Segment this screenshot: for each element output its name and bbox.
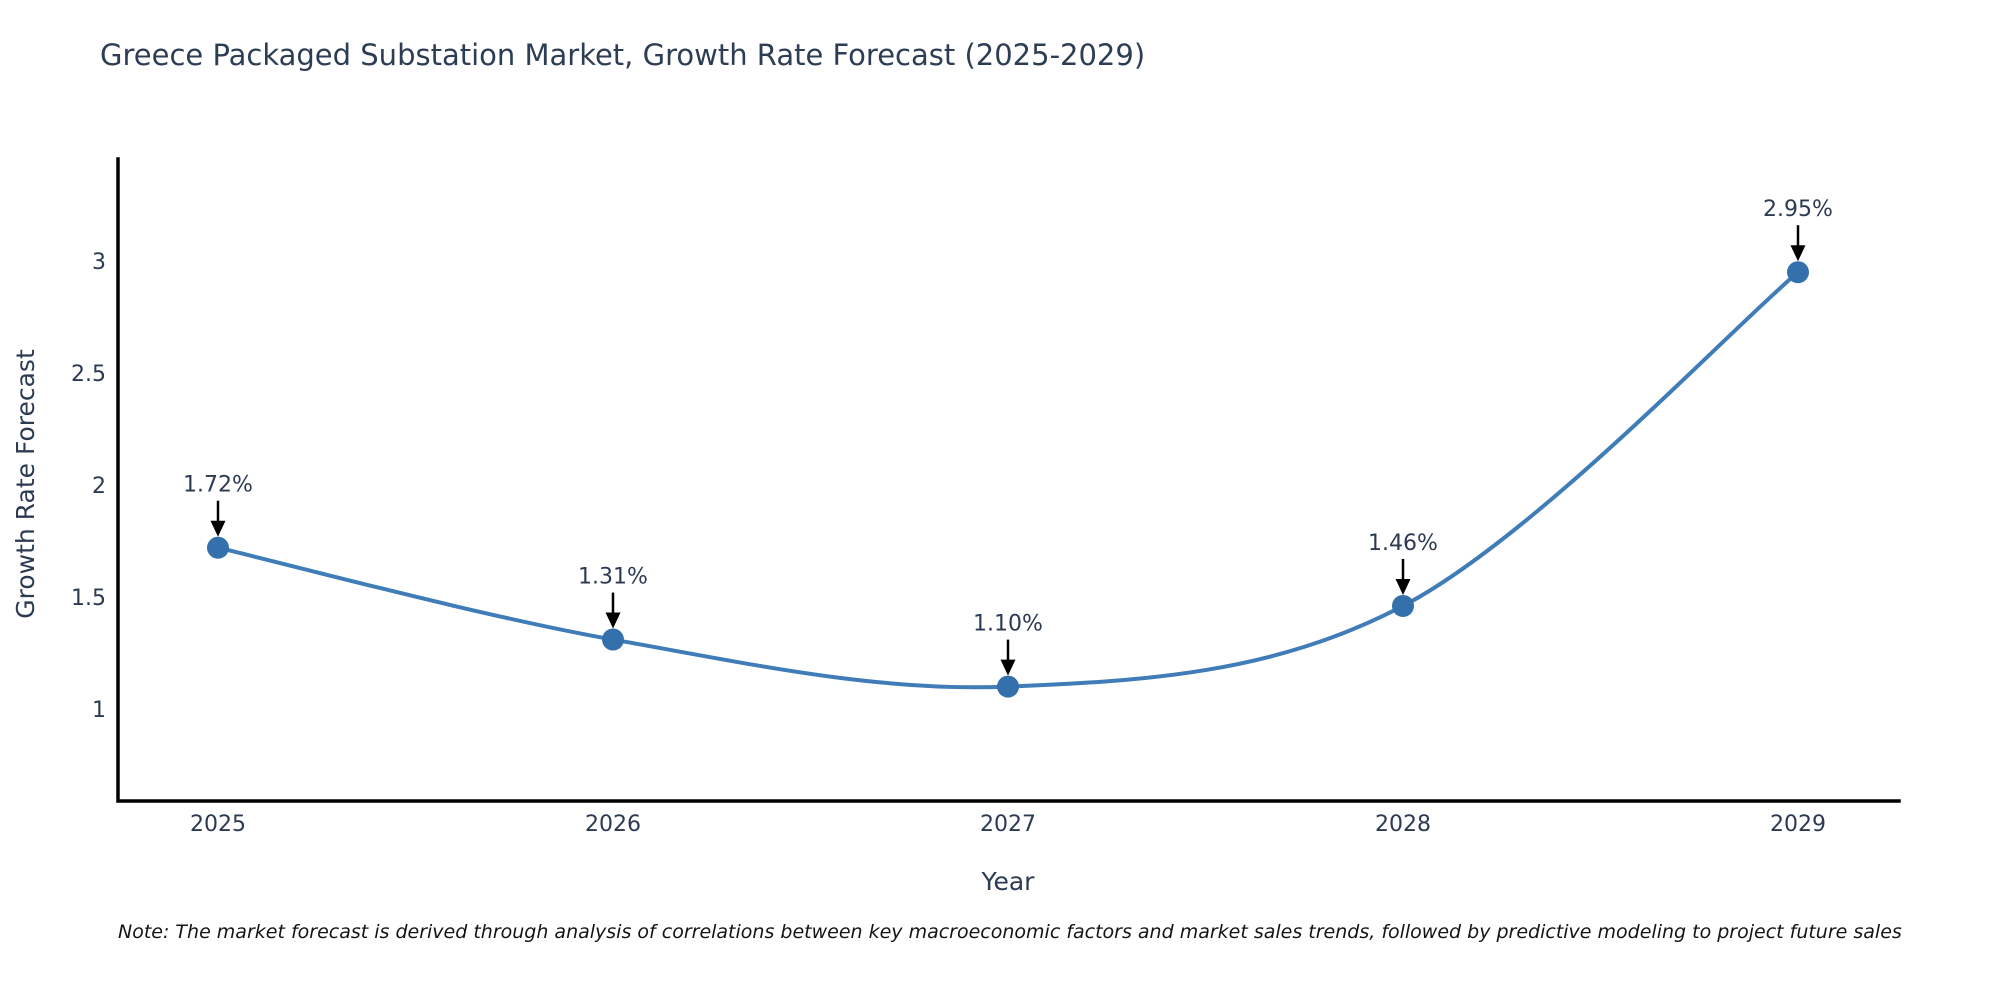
x-tick-label: 2028 [1375,812,1431,837]
x-axis-title: Year [981,867,1036,896]
y-tick-label: 1 [92,698,106,723]
y-axis-tick-labels: 1 1.5 2 2.5 3 [71,250,106,723]
data-point-marker [207,536,229,559]
x-tick-label: 2029 [1770,812,1826,837]
x-tick-label: 2026 [585,812,641,837]
annotation-arrowhead [210,520,226,537]
x-tick-label: 2027 [980,812,1036,837]
data-point-label: 2.95% [1763,197,1833,222]
annotation-arrowhead [605,612,621,629]
data-point-marker [1392,594,1414,617]
footnote: Note: The market forecast is derived thr… [118,921,1902,943]
data-point-label: 1.72% [183,473,253,498]
data-point-label: 1.10% [973,612,1043,637]
line-series [207,261,1809,698]
y-tick-label: 2 [92,474,106,499]
x-tick-label: 2025 [190,812,246,837]
y-tick-label: 2.5 [71,362,106,387]
chart-title: Greece Packaged Substation Market, Growt… [100,38,1146,72]
data-point-marker [602,628,624,651]
data-point-marker [1787,261,1809,284]
y-tick-label: 3 [92,250,106,275]
annotation-arrowhead [1000,659,1016,676]
data-point-label: 1.31% [578,565,648,590]
annotation-arrowhead [1790,245,1806,262]
data-point-marker [997,675,1019,698]
annotation-arrowhead [1395,578,1411,595]
data-point-label: 1.46% [1368,531,1438,556]
x-axis-tick-labels: 2025 2026 2027 2028 2029 [190,812,1826,837]
y-axis-title: Growth Rate Forecast [11,349,40,619]
point-annotations: 1.72% 1.31% 1.10% 1.46% 2.95% [183,197,1833,676]
axis-spines [116,157,1901,803]
y-tick-label: 1.5 [71,586,106,611]
